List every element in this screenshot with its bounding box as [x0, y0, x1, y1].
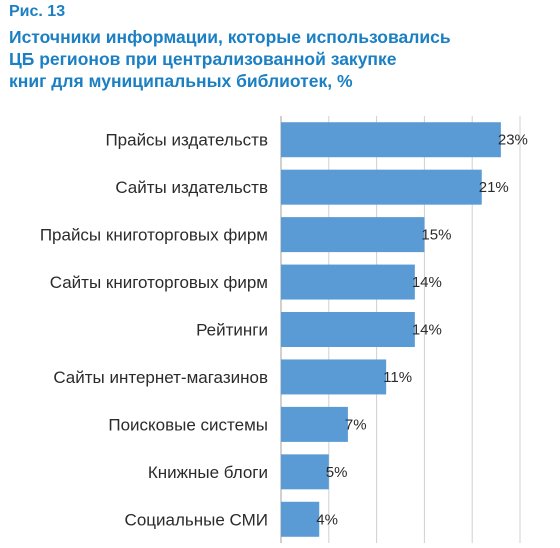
chart-title: Источники информации, которые использова…	[9, 26, 529, 92]
bar	[281, 217, 425, 253]
bar	[281, 454, 329, 490]
category-label: Социальные СМИ	[125, 510, 268, 529]
bar	[281, 501, 320, 537]
category-label: Поисковые системы	[108, 415, 268, 434]
bar	[281, 406, 348, 442]
data-label: 11%	[383, 369, 412, 386]
bar	[281, 264, 415, 300]
category-label: Прайсы книготорговых фирм	[40, 226, 268, 245]
data-label: 5%	[326, 464, 348, 481]
data-label: 4%	[316, 511, 338, 528]
chart-title-line-2: ЦБ регионов при централизованной закупке	[9, 49, 397, 69]
data-label: 14%	[412, 274, 442, 291]
bar	[281, 312, 415, 347]
bar	[281, 359, 387, 395]
category-label: Рейтинги	[196, 321, 268, 340]
category-label: Прайсы издательств	[105, 131, 268, 150]
chart-title-line-3: книг для муниципальных библиотек, %	[9, 71, 353, 91]
data-label: 7%	[345, 416, 367, 433]
bar	[281, 122, 501, 158]
bars	[281, 122, 501, 537]
category-label: Сайты издательств	[115, 178, 268, 197]
bar	[281, 169, 482, 205]
data-label: 21%	[479, 179, 509, 196]
data-label: 23%	[498, 132, 528, 149]
data-label: 15%	[421, 227, 451, 244]
category-label: Книжные блоги	[148, 463, 268, 482]
labels: Прайсы издательств 23% Сайты издательств 21…	[40, 131, 528, 530]
category-label: Сайты интернет-магазинов	[53, 368, 268, 387]
chart-title-line-1: Источники информации, которые использова…	[9, 27, 451, 47]
category-label: Сайты книготорговых фирм	[50, 273, 268, 292]
data-label: 14%	[412, 322, 442, 339]
figure-label: Рис. 13	[9, 3, 66, 20]
